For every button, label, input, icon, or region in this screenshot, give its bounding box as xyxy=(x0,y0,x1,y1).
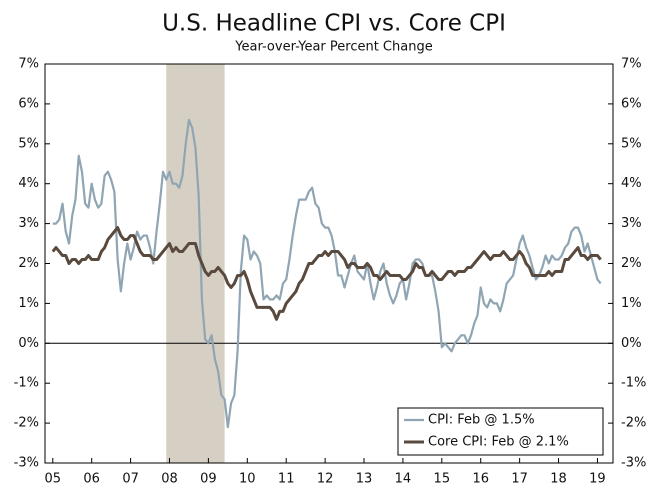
y2-tick-label: 7% xyxy=(621,57,642,72)
y2-tick-label: -3% xyxy=(621,456,646,471)
x-tick-label: 14 xyxy=(395,472,412,487)
legend-box xyxy=(397,407,604,456)
y2-tick-label: -2% xyxy=(621,416,646,431)
x-tick-label: 05 xyxy=(45,472,62,487)
y-tick-label: -2% xyxy=(14,416,39,431)
y2-tick-label: 5% xyxy=(621,136,642,151)
x-tick-label: 17 xyxy=(511,472,528,487)
y-tick-label: 1% xyxy=(18,296,39,311)
x-tick-label: 07 xyxy=(122,472,139,487)
x-tick-label: 09 xyxy=(200,472,217,487)
x-tick-label: 08 xyxy=(161,472,178,487)
x-tick-label: 06 xyxy=(83,472,100,487)
chart-subtitle: Year-over-Year Percent Change xyxy=(234,40,432,55)
y-tick-label: 7% xyxy=(18,57,39,72)
series-line xyxy=(51,226,602,321)
x-tick-label: 19 xyxy=(589,472,606,487)
y2-tick-label: 4% xyxy=(621,176,642,191)
series-line xyxy=(52,118,602,429)
y-tick-label: 3% xyxy=(18,216,39,231)
y2-tick-label: 1% xyxy=(621,296,642,311)
y-tick-label: 6% xyxy=(18,96,39,111)
legend-label: Core CPI: Feb @ 2.1% xyxy=(428,435,569,450)
y-tick-label: 2% xyxy=(18,256,39,271)
y2-tick-label: 6% xyxy=(621,96,642,111)
x-tick-label: 11 xyxy=(278,472,295,487)
x-tick-label: 12 xyxy=(317,472,334,487)
y-tick-label: 0% xyxy=(18,336,39,351)
plot-frame xyxy=(44,63,614,464)
chart-title: U.S. Headline CPI vs. Core CPI xyxy=(162,11,506,37)
y-tick-label: 4% xyxy=(18,176,39,191)
legend-label: CPI: Feb @ 1.5% xyxy=(428,413,535,428)
x-tick-label: 18 xyxy=(550,472,567,487)
y2-tick-label: 0% xyxy=(621,336,642,351)
y-tick-label: 5% xyxy=(18,136,39,151)
y2-tick-label: 2% xyxy=(621,256,642,271)
y-tick-label: -3% xyxy=(14,456,39,471)
y2-tick-label: -1% xyxy=(621,376,646,391)
recession-shade xyxy=(166,64,225,463)
x-tick-label: 13 xyxy=(356,472,373,487)
x-tick-label: 15 xyxy=(434,472,451,487)
y2-tick-label: 3% xyxy=(621,216,642,231)
y-tick-label: -1% xyxy=(14,376,39,391)
x-tick-label: 16 xyxy=(472,472,489,487)
x-tick-label: 10 xyxy=(239,472,256,487)
